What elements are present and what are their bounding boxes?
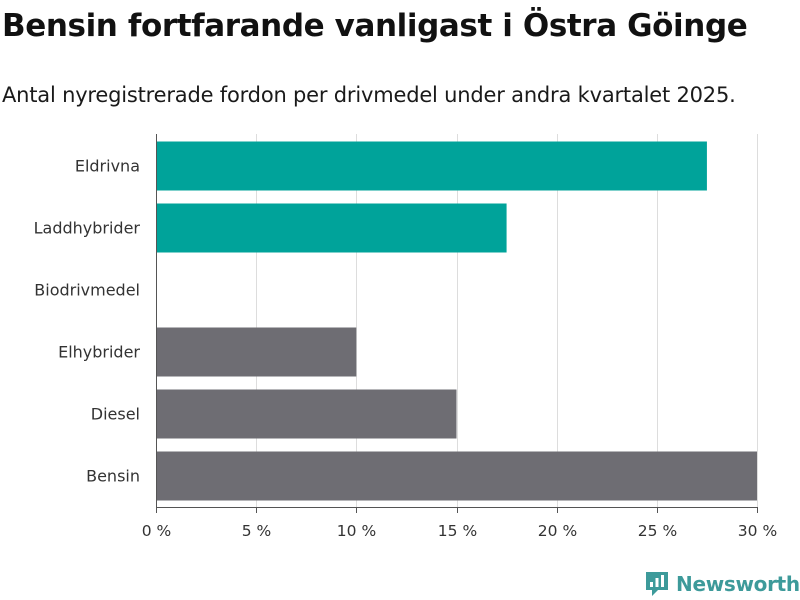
category-label-0: Eldrivna: [75, 157, 140, 176]
brand: Newsworthy: [644, 568, 800, 600]
bar-4: [156, 389, 457, 439]
x-tick-label-0: 0 %: [142, 522, 172, 540]
category-label-4: Diesel: [91, 405, 140, 424]
chart-subtitle: Antal nyregistrerade fordon per drivmede…: [2, 83, 736, 107]
x-tick-label-1: 5 %: [242, 522, 272, 540]
bar-5: [156, 451, 757, 501]
category-label-3: Elhybrider: [58, 343, 140, 362]
x-tick-label-2: 10 %: [337, 522, 376, 540]
newsworthy-logo-icon: [646, 572, 668, 596]
x-tick-label-5: 25 %: [638, 522, 677, 540]
category-label-1: Laddhybrider: [34, 219, 141, 238]
brand-name: Newsworthy: [676, 572, 800, 596]
bar-1: [156, 203, 507, 253]
x-tick-label-3: 15 %: [438, 522, 477, 540]
x-tick-label-6: 30 %: [738, 522, 777, 540]
category-label-2: Biodrivmedel: [34, 281, 140, 300]
category-label-5: Bensin: [86, 467, 140, 486]
bar-3: [156, 327, 357, 377]
chart-title: Bensin fortfarande vanligast i Östra Göi…: [2, 8, 748, 44]
bar-0: [156, 141, 707, 191]
x-tick-label-4: 20 %: [538, 522, 577, 540]
